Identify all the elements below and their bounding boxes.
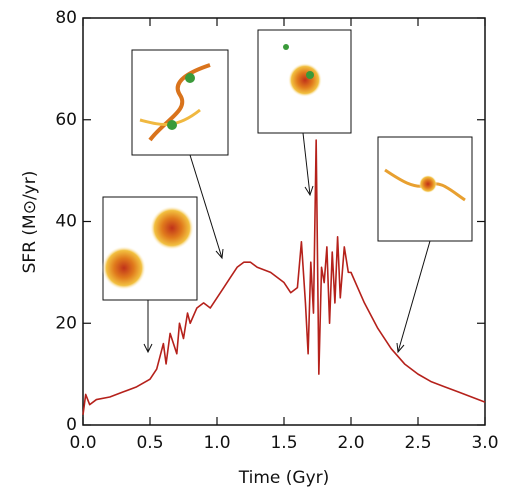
sfr-line	[82, 139, 486, 415]
snapshot-insets	[102, 29, 473, 354]
galaxy-core	[167, 120, 177, 130]
y-tick-label: 0	[66, 415, 77, 435]
y-tick-label: 80	[55, 8, 77, 28]
x-tick-label: 2.0	[337, 433, 364, 453]
x-tick-label: 1.5	[270, 433, 297, 453]
arrow	[302, 132, 311, 196]
x-tick-label: 2.5	[404, 433, 431, 453]
y-tick-label: 20	[55, 313, 77, 333]
galaxy-core	[185, 73, 195, 83]
galaxy	[288, 63, 322, 97]
arrow-head	[304, 185, 314, 197]
arrow-head	[215, 248, 224, 260]
galaxy	[150, 206, 194, 250]
y-axis-label: SFR (M⊙/yr)	[20, 171, 40, 274]
arrow	[397, 240, 431, 353]
arrow-head	[143, 343, 153, 354]
arrow-head	[396, 342, 405, 354]
arrow	[189, 154, 223, 259]
x-tick-label: 0.5	[136, 433, 163, 453]
x-tick-label: 3.0	[471, 433, 498, 453]
x-axis-label: Time (Gyr)	[238, 468, 330, 488]
x-tick-label: 0.0	[69, 433, 96, 453]
galaxy-core	[283, 44, 289, 50]
y-tick-label: 40	[55, 212, 77, 232]
inset-image	[131, 49, 229, 156]
y-tick-label: 60	[55, 110, 77, 130]
galaxy	[419, 175, 437, 193]
x-tick-label: 1.0	[203, 433, 230, 453]
galaxy-core	[306, 71, 314, 79]
galaxy	[102, 246, 146, 290]
